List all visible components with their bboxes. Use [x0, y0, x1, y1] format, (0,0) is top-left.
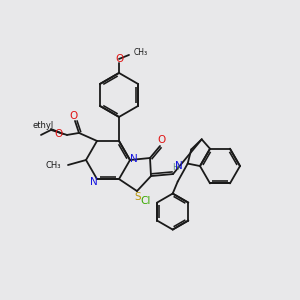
- Text: CH₃: CH₃: [46, 161, 61, 170]
- Text: O: O: [115, 54, 123, 64]
- Text: CH₃: CH₃: [134, 48, 148, 57]
- Text: S: S: [135, 192, 141, 202]
- Text: Cl: Cl: [141, 196, 151, 206]
- Text: O: O: [55, 129, 63, 139]
- Text: O: O: [69, 111, 77, 121]
- Text: N: N: [90, 177, 98, 187]
- Text: N: N: [130, 154, 138, 164]
- Text: ethyl: ethyl: [32, 122, 54, 130]
- Text: H: H: [172, 163, 178, 172]
- Text: O: O: [158, 135, 166, 145]
- Text: N: N: [175, 160, 183, 171]
